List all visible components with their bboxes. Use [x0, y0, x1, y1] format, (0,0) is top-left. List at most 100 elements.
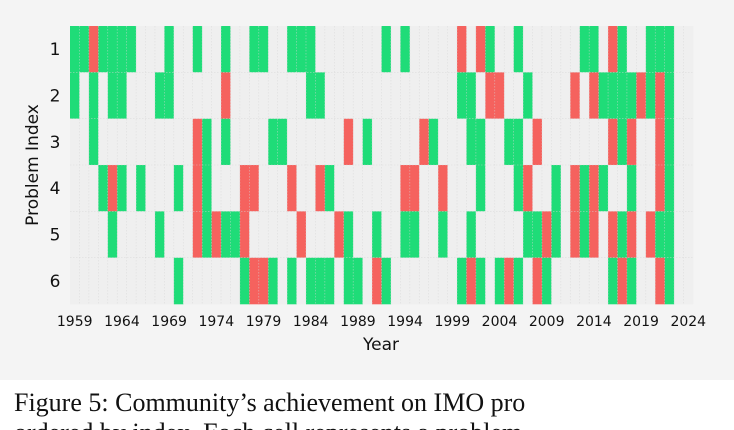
heatmap-cell [268, 257, 278, 305]
heatmap-cell [145, 211, 156, 258]
heatmap-cell [239, 165, 250, 212]
heatmap-cell [438, 118, 448, 166]
x-tick-label: 2019 [623, 314, 659, 330]
heatmap-cell [485, 118, 496, 166]
x-tick-label: 2004 [482, 314, 518, 330]
heatmap-cell [466, 257, 477, 305]
heatmap-cell [674, 26, 684, 73]
heatmap-cell [419, 257, 429, 305]
heatmap-cell [664, 257, 675, 305]
heatmap-cell [249, 165, 260, 212]
heatmap-cell [79, 165, 90, 212]
heatmap-cell [88, 257, 99, 305]
heatmap-cell [107, 26, 118, 73]
heatmap-cell [579, 118, 590, 166]
heatmap-cell [305, 211, 316, 258]
heatmap-cell [362, 165, 373, 212]
heatmap-cell [305, 165, 316, 212]
figure-caption-line2: ordered by index. Each cell represents a… [14, 418, 614, 430]
heatmap-cell [523, 118, 533, 166]
heatmap-cell [541, 118, 552, 166]
heatmap-cell [324, 165, 335, 212]
heatmap-cell [457, 118, 467, 166]
heatmap-cell [513, 26, 524, 73]
heatmap-cell [268, 72, 278, 119]
heatmap-cell [419, 118, 429, 166]
heatmap-cell [98, 26, 109, 73]
heatmap-cell [211, 257, 222, 305]
heatmap-cell [560, 26, 571, 73]
heatmap-cells [70, 26, 694, 305]
heatmap-cell [268, 118, 278, 166]
heatmap-cell [598, 26, 609, 73]
heatmap-cell [409, 257, 420, 305]
heatmap-cell [466, 72, 477, 119]
x-tick-label: 1979 [246, 314, 282, 330]
heatmap-cell [655, 257, 665, 305]
heatmap-cell [221, 118, 231, 166]
heatmap-cell [221, 211, 231, 258]
heatmap-cell [655, 72, 665, 119]
heatmap-cell [126, 26, 137, 73]
heatmap-cell [674, 165, 684, 212]
heatmap-cell [362, 257, 373, 305]
heatmap-cell [381, 165, 392, 212]
heatmap-cell [579, 257, 590, 305]
heatmap-cell [617, 211, 628, 258]
heatmap-cell [390, 257, 401, 305]
heatmap-cell [447, 165, 458, 212]
heatmap-cell [541, 26, 552, 73]
heatmap-cell [343, 257, 354, 305]
heatmap-cell [287, 211, 297, 258]
heatmap-cell [683, 72, 694, 119]
heatmap-cell [258, 165, 269, 212]
heatmap-cell [277, 211, 288, 258]
heatmap-cell [315, 211, 326, 258]
heatmap-cell [277, 118, 288, 166]
heatmap-cell [287, 118, 297, 166]
heatmap-cell [560, 72, 571, 119]
x-tick-label: 1974 [198, 314, 234, 330]
heatmap-cell [136, 26, 146, 73]
heatmap-cell [457, 26, 467, 73]
heatmap-cell [655, 211, 665, 258]
heatmap-cell [655, 118, 665, 166]
heatmap-cell [249, 72, 260, 119]
heatmap-cell [315, 72, 326, 119]
heatmap-cell [608, 72, 618, 119]
heatmap-cell [409, 72, 420, 119]
heatmap-cell [438, 211, 448, 258]
heatmap-cell [192, 72, 203, 119]
y-tick-label: 2 [50, 87, 61, 107]
heatmap-cell [315, 26, 326, 73]
heatmap-cell [485, 26, 496, 73]
heatmap-cell [428, 165, 439, 212]
heatmap-cell [136, 72, 146, 119]
x-tick-label: 1964 [104, 314, 140, 330]
heatmap-cell [447, 72, 458, 119]
heatmap-cell [287, 72, 297, 119]
heatmap-cell [239, 72, 250, 119]
heatmap-cell [645, 211, 656, 258]
heatmap-cell [372, 26, 382, 73]
heatmap-cell [400, 26, 411, 73]
heatmap-cell [598, 211, 609, 258]
heatmap-cell [98, 72, 109, 119]
heatmap-cell [551, 26, 562, 73]
heatmap-cell [400, 257, 411, 305]
heatmap-cell [79, 72, 90, 119]
heatmap-cell [164, 211, 175, 258]
heatmap-cell [589, 257, 599, 305]
heatmap-cell [570, 165, 581, 212]
heatmap-cell [136, 257, 146, 305]
heatmap-cell [334, 26, 345, 73]
x-tick-label: 2014 [576, 314, 612, 330]
heatmap-cell [485, 72, 496, 119]
heatmap-cell [164, 165, 175, 212]
heatmap-cell [645, 72, 656, 119]
heatmap-cell [230, 257, 241, 305]
heatmap-cell [579, 26, 590, 73]
heatmap-cell [674, 118, 684, 166]
heatmap-cell [192, 165, 203, 212]
heatmap-cell [249, 118, 260, 166]
